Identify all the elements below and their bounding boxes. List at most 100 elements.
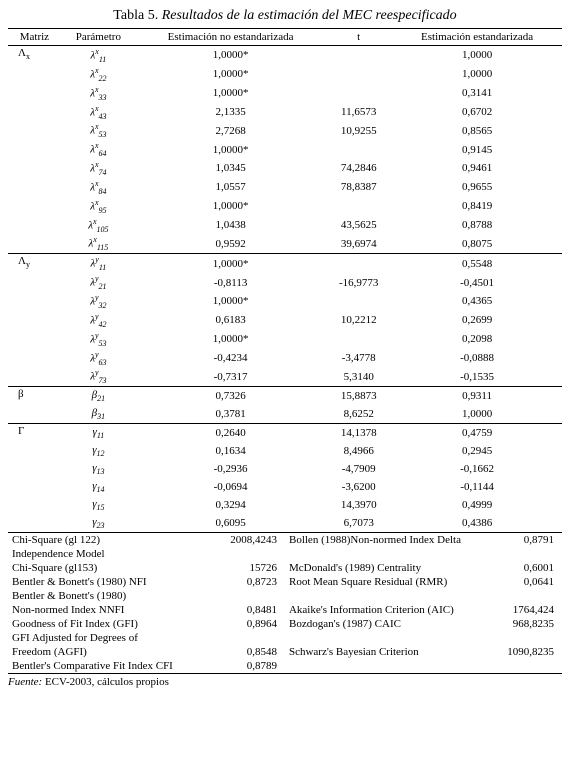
t-cell: 8,6252 [325,405,392,424]
est-cell: 1,0000* [136,197,325,216]
est-cell: 1,0000* [136,46,325,65]
std-cell: 0,2699 [392,311,562,330]
table-row: β310,37818,62521,0000 [8,405,562,424]
table-row: λy63-0,4234-3,4778-0,0888 [8,349,562,368]
est-cell: -0,8113 [136,273,325,292]
col-matriz: Matriz [8,29,61,46]
param-cell: λy73 [61,367,136,386]
param-cell: λx115 [61,234,136,253]
fit-right-value: 968,8235 [496,617,563,631]
matrix-cell [8,496,61,514]
table-row: γ14-0,0694-3,6200-0,1144 [8,478,562,496]
est-cell: 0,7326 [136,387,325,406]
std-cell: 0,9311 [392,387,562,406]
table-row: Γγ110,264014,13780,4759 [8,424,562,443]
fit-left-value: 0,8723 [219,575,285,589]
results-table: Matriz Parámetro Estimación no estandari… [8,28,562,533]
est-cell: 1,0000* [136,292,325,311]
fit-right-label: Root Mean Square Residual (RMR) [285,575,496,589]
fit-left-label: Bentler's Comparative Fit Index CFI [8,659,219,674]
param-cell: γ11 [61,424,136,443]
matrix-cell [8,460,61,478]
col-t: t [325,29,392,46]
fit-right-value: 0,0641 [496,575,563,589]
std-cell: 0,3141 [392,84,562,103]
matrix-cell: β [8,387,61,406]
est-cell: 1,0557 [136,178,325,197]
matrix-cell [8,311,61,330]
fit-row: Chi-Square (gl153)15726McDonald's (1989)… [8,561,562,575]
table-row: λx432,133511,65730,6702 [8,103,562,122]
std-cell: 1,0000 [392,65,562,84]
fit-left-label: Independence Model [8,547,219,561]
matrix-cell [8,292,61,311]
est-cell: -0,7317 [136,367,325,386]
source-text: ECV-2003, cálculos propios [42,676,169,688]
matrix-cell [8,84,61,103]
t-cell: 6,7073 [325,514,392,533]
param-cell: λy11 [61,254,136,273]
t-cell [325,46,392,65]
std-cell: 0,4365 [392,292,562,311]
fit-left-label: Goodness of Fit Index (GFI) [8,617,219,631]
std-cell: -0,1535 [392,367,562,386]
param-cell: λx105 [61,216,136,235]
table-row: λx641,0000*0,9145 [8,140,562,159]
fit-row: Freedom (AGFI)0,8548Schwarz's Bayesian C… [8,645,562,659]
fit-right-value [496,589,563,603]
fit-row: Bentler's Comparative Fit Index CFI0,878… [8,659,562,674]
std-cell: 0,9145 [392,140,562,159]
std-cell: 0,8565 [392,121,562,140]
matrix-cell [8,197,61,216]
fit-left-label: Bentler & Bonett's (1980) NFI [8,575,219,589]
est-cell: 1,0000* [136,254,325,273]
t-cell [325,292,392,311]
std-cell: -0,0888 [392,349,562,368]
param-cell: γ15 [61,496,136,514]
table-row: λy73-0,73175,3140-0,1535 [8,367,562,386]
title-label: Tabla 5. [113,8,158,23]
fit-left-value: 0,8481 [219,603,285,617]
t-cell: 74,2846 [325,159,392,178]
est-cell: 1,0000* [136,65,325,84]
param-cell: λx74 [61,159,136,178]
t-cell: 14,1378 [325,424,392,443]
fit-right-label: Bozdogan's (1987) CAIC [285,617,496,631]
param-cell: λx84 [61,178,136,197]
fit-right-label: McDonald's (1989) Centrality [285,561,496,575]
std-cell: 0,5548 [392,254,562,273]
t-cell [325,84,392,103]
t-cell [325,65,392,84]
fit-right-value: 0,6001 [496,561,563,575]
std-cell: 0,4759 [392,424,562,443]
param-cell: λy42 [61,311,136,330]
fit-left-value: 2008,4243 [219,533,285,547]
est-cell: 0,6095 [136,514,325,533]
fit-left-value: 0,8789 [219,659,285,674]
table-row: λx1051,043843,56250,8788 [8,216,562,235]
table-row: λx221,0000*1,0000 [8,65,562,84]
fit-right-label: Bollen (1988)Non-normed Index Delta [285,533,496,547]
t-cell: -3,4778 [325,349,392,368]
param-cell: λy21 [61,273,136,292]
source-label: Fuente: [8,676,42,688]
std-cell: -0,1144 [392,478,562,496]
fit-right-label [285,659,496,674]
title-text: Resultados de la estimación del MEC rees… [162,8,457,23]
fit-row: Bentler & Bonett's (1980) [8,589,562,603]
std-cell: 0,8788 [392,216,562,235]
param-cell: λy53 [61,330,136,349]
fit-row: Independence Model [8,547,562,561]
matrix-cell [8,442,61,460]
fit-left-label: Non-normed Index NNFI [8,603,219,617]
matrix-cell [8,273,61,292]
fit-right-label [285,547,496,561]
fit-left-label: Chi-Square (gl 122) [8,533,219,547]
matrix-cell [8,514,61,533]
table-row: ββ210,732615,88730,9311 [8,387,562,406]
t-cell: 5,3140 [325,367,392,386]
fit-left-label: Freedom (AGFI) [8,645,219,659]
est-cell: -0,2936 [136,460,325,478]
est-cell: -0,4234 [136,349,325,368]
t-cell: 10,2212 [325,311,392,330]
